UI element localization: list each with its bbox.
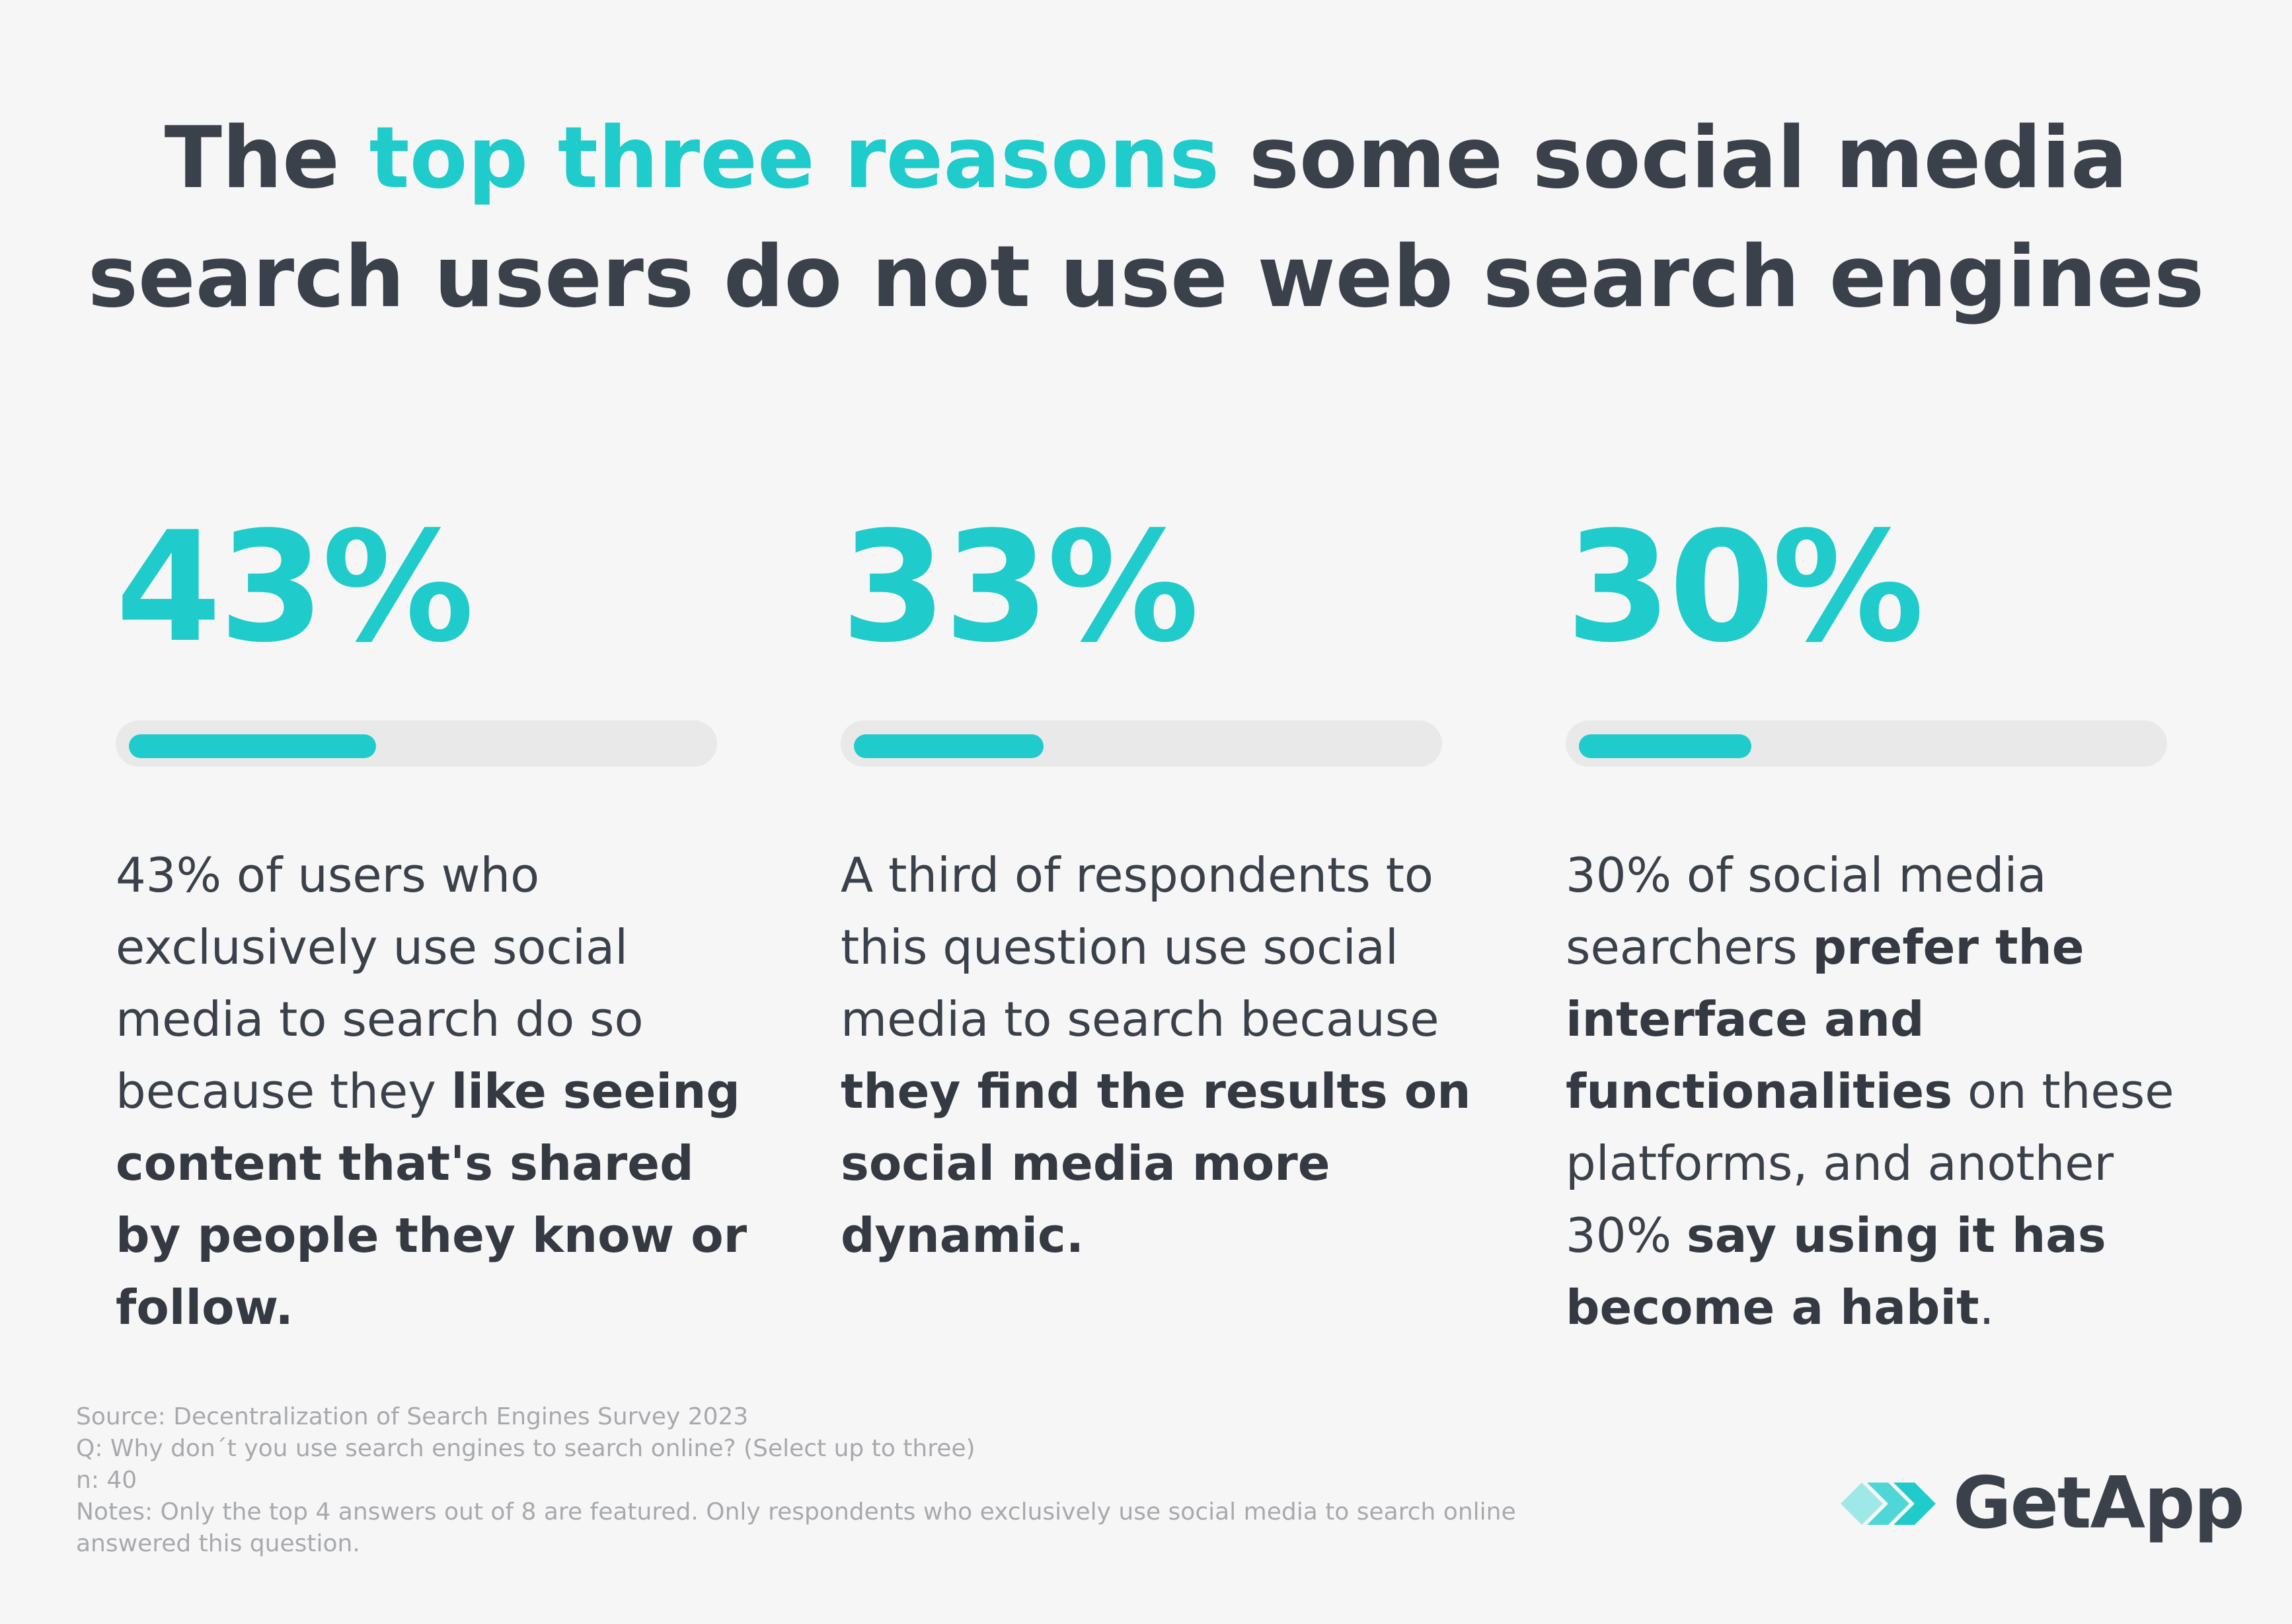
stat-percentage: 30% bbox=[1566, 500, 1925, 676]
highlight-text: say using it has become a habit bbox=[1566, 1208, 2106, 1335]
progress-track bbox=[841, 720, 1442, 767]
title-accent: top three reasons bbox=[369, 109, 1220, 208]
footnote-notes: Notes: Only the top 4 answers out of 8 a… bbox=[76, 1498, 1516, 1557]
stat-description: 30% of social media searchers prefer the… bbox=[1566, 839, 2200, 1344]
title-line-1: The top three reasons some social media bbox=[164, 109, 2128, 208]
getapp-chevrons-icon bbox=[1841, 1483, 1936, 1525]
stat-percentage: 43% bbox=[116, 500, 475, 676]
stat-description: 43% of users who exclusively use social … bbox=[116, 839, 750, 1344]
description-text: A third of respondents to this question … bbox=[841, 847, 1439, 1047]
highlight-text: they find the results on social media mo… bbox=[841, 1063, 1471, 1263]
progress-track bbox=[1566, 720, 2167, 767]
footnote-question: Q: Why don´t you use search engines to s… bbox=[76, 1435, 975, 1462]
description-text: 43% of users who exclusively use social … bbox=[116, 847, 644, 1119]
stat-column-1: 43% 43% of users who exclusively use soc… bbox=[116, 509, 750, 1344]
description-text: . bbox=[1979, 1280, 1995, 1335]
stat-column-2: 33% A third of respondents to this quest… bbox=[841, 509, 1475, 1272]
highlight-text: like seeing content that's shared by peo… bbox=[116, 1063, 747, 1335]
description-text: on these platforms, and another 30% bbox=[1566, 1063, 2174, 1263]
getapp-logo: GetApp bbox=[1841, 1461, 2245, 1547]
stat-column-3: 30% 30% of social media searchers prefer… bbox=[1566, 509, 2200, 1344]
stat-percentage: 33% bbox=[841, 500, 1200, 676]
footnotes: Source: Decentralization of Search Engin… bbox=[76, 1401, 1596, 1560]
footnote-sample-size: n: 40 bbox=[76, 1467, 137, 1494]
highlight-text: prefer the interface and functionalities bbox=[1566, 919, 2084, 1119]
progress-track bbox=[116, 720, 717, 767]
logo-wordmark: GetApp bbox=[1953, 1462, 2245, 1545]
progress-fill bbox=[129, 734, 376, 758]
footnote-source: Source: Decentralization of Search Engin… bbox=[76, 1403, 749, 1430]
progress-fill bbox=[1579, 734, 1751, 758]
title-line-2: search users do not use web search engin… bbox=[87, 228, 2205, 327]
progress-fill bbox=[854, 734, 1044, 758]
page-title: The top three reasons some social media … bbox=[0, 99, 2292, 337]
description-text: 30% of social media searchers bbox=[1566, 847, 2047, 975]
stat-description: A third of respondents to this question … bbox=[841, 839, 1475, 1272]
